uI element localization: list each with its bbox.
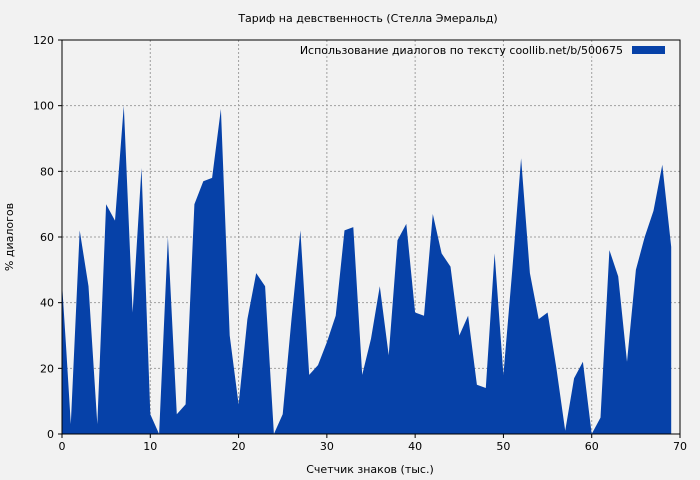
y-tick-label: 80 — [40, 165, 54, 178]
series-area — [62, 105, 672, 434]
x-tick-label: 50 — [496, 440, 510, 453]
y-tick-label: 60 — [40, 231, 54, 244]
x-axis-label: Счетчик знаков (тыс.) — [306, 463, 434, 476]
tick-layer: 0 10 20 30 40 50 60 70 0 20 40 60 80 100 120 — [33, 34, 687, 453]
x-tick-label: 30 — [320, 440, 334, 453]
y-tick-label: 100 — [33, 100, 54, 113]
x-tick-label: 10 — [143, 440, 157, 453]
y-tick-label: 40 — [40, 297, 54, 310]
y-tick-label: 0 — [47, 428, 54, 441]
legend-label: Использование диалогов по тексту coollib… — [300, 44, 623, 57]
chart-title: Тариф на девственность (Стелла Эмеральд) — [237, 12, 497, 25]
legend-swatch — [632, 46, 665, 54]
y-axis-label: % диалогов — [3, 203, 16, 271]
x-tick-label: 20 — [232, 440, 246, 453]
x-tick-label: 60 — [585, 440, 599, 453]
x-tick-label: 0 — [59, 440, 66, 453]
y-tick-label: 20 — [40, 362, 54, 375]
x-tick-label: 70 — [673, 440, 687, 453]
y-tick-label: 120 — [33, 34, 54, 47]
x-tick-label: 40 — [408, 440, 422, 453]
legend: Использование диалогов по тексту coollib… — [300, 44, 665, 57]
